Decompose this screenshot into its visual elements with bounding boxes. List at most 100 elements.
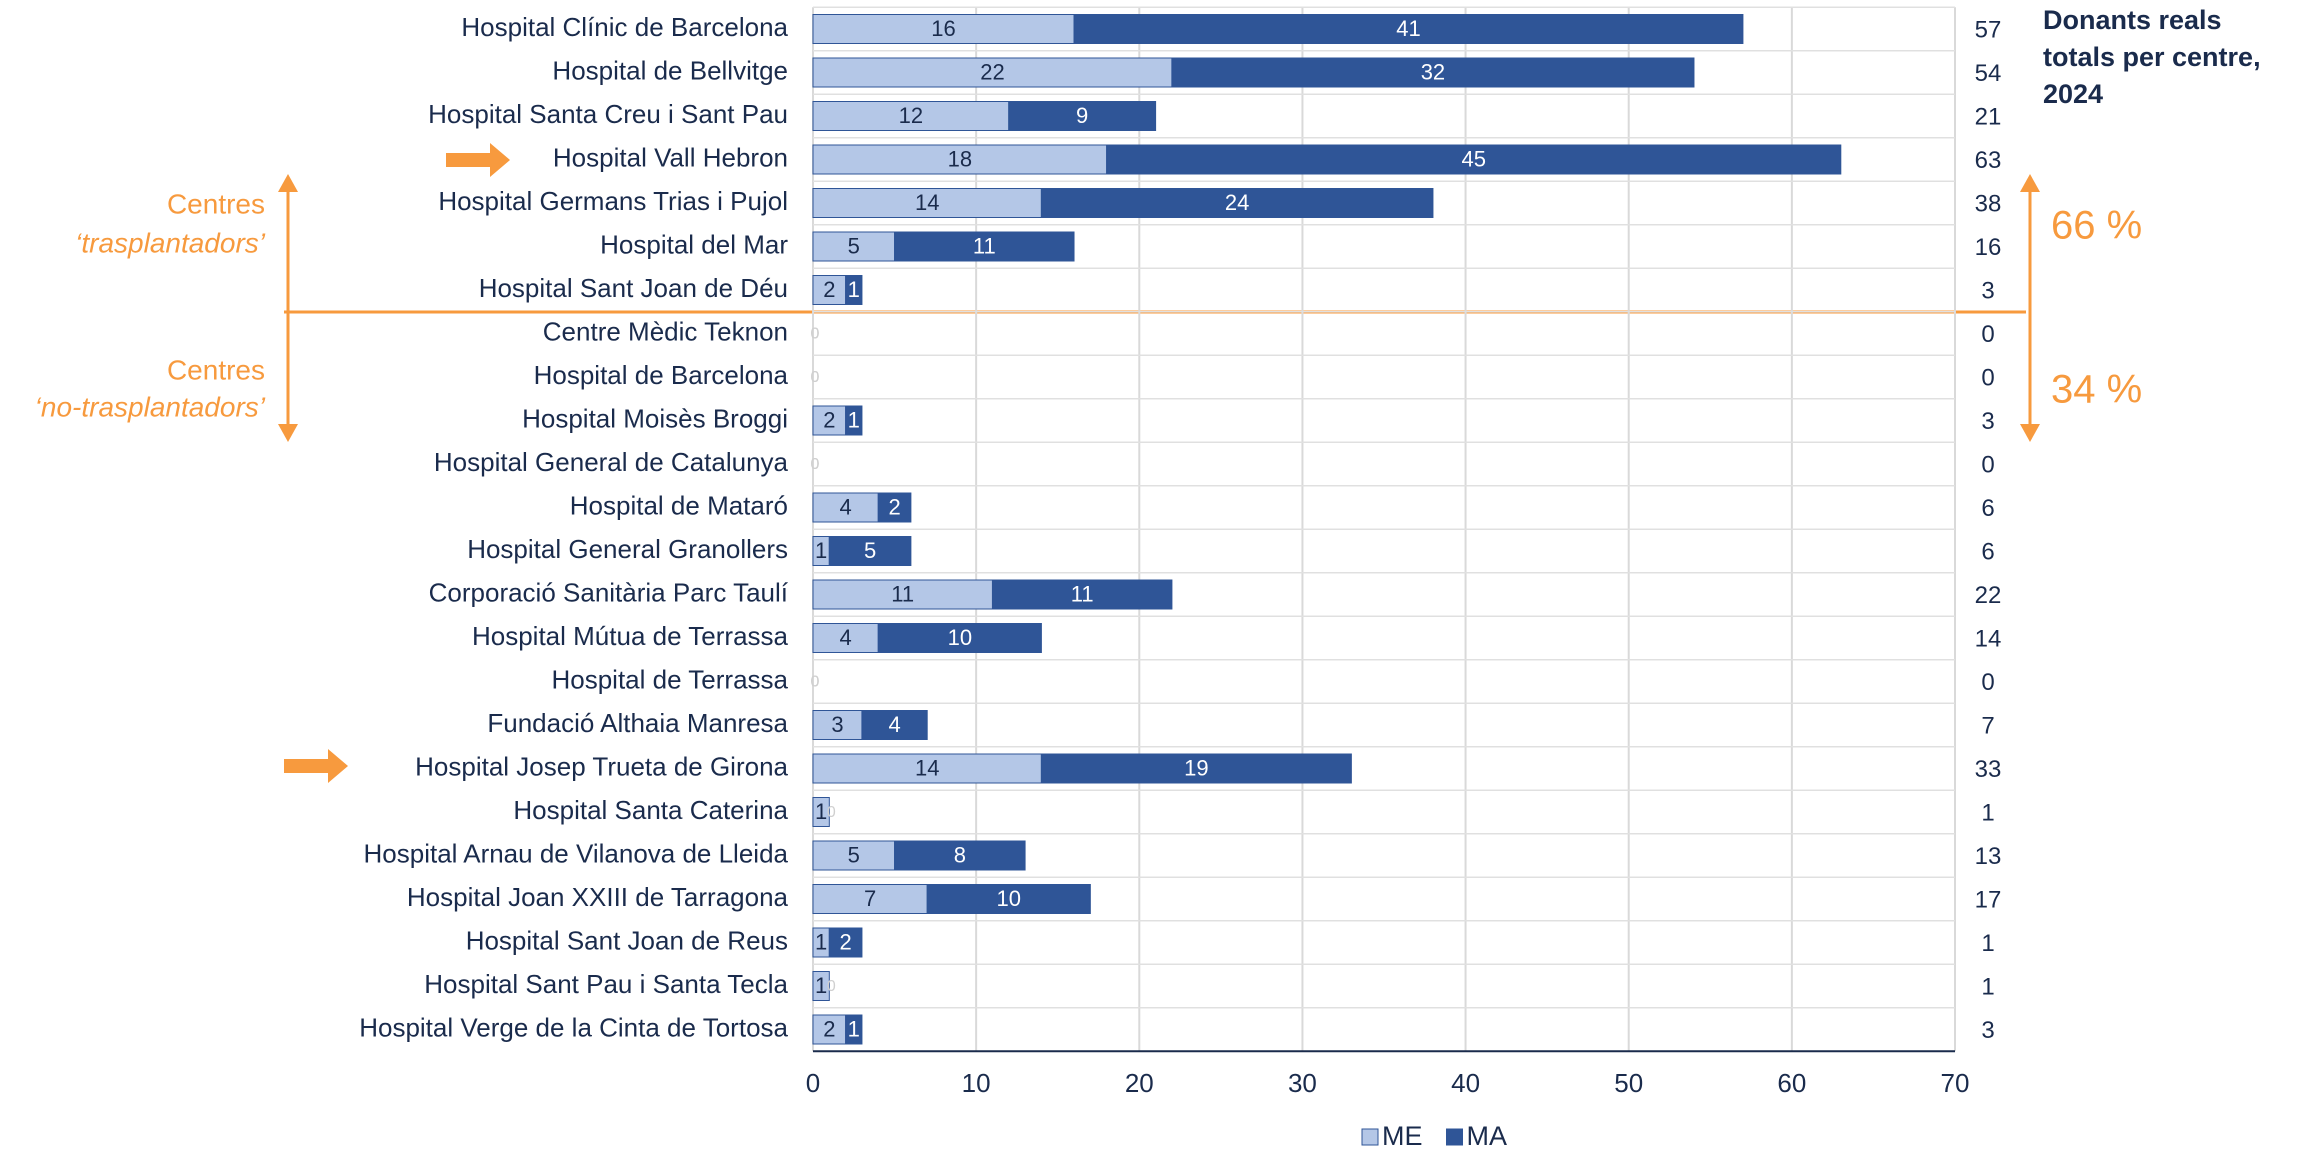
- total-label: 22: [1975, 582, 2002, 609]
- y-tick-label: Hospital Mútua de Terrassa: [472, 621, 789, 651]
- bar-segment: [1008, 101, 1157, 131]
- y-tick-label: Hospital Verge de la Cinta de Tortosa: [359, 1012, 788, 1042]
- bar-segment: [828, 927, 863, 958]
- data-label: 0: [811, 326, 820, 343]
- group-label: Centres: [167, 188, 265, 219]
- data-label: 14: [915, 190, 939, 215]
- total-label: 54: [1975, 60, 2002, 87]
- data-label: 1: [815, 799, 827, 824]
- bar-segment: [812, 492, 879, 523]
- bar-segment: [812, 231, 896, 262]
- data-label: 2: [823, 407, 835, 432]
- data-label: 5: [848, 233, 860, 258]
- bar-segment: [991, 579, 1173, 610]
- bar-segment: [812, 579, 993, 610]
- legend-swatch: [1361, 1128, 1379, 1146]
- totals-title: Donants reals: [2043, 5, 2222, 35]
- x-tick-label: 40: [1451, 1068, 1480, 1098]
- bar-segment: [1040, 753, 1352, 784]
- bar-segment: [812, 797, 830, 827]
- totals-title: 2024: [2043, 79, 2103, 109]
- bar-segment: [812, 884, 928, 914]
- data-label: 41: [1396, 16, 1420, 41]
- total-label: 3: [1981, 277, 1994, 304]
- y-tick-label: Hospital Vall Hebron: [553, 142, 788, 172]
- bar-segment: [812, 405, 847, 436]
- x-tick-label: 60: [1777, 1068, 1806, 1098]
- data-label: 3: [831, 712, 843, 737]
- group-label: Centres: [167, 354, 265, 385]
- bar-segment: [1106, 144, 1842, 175]
- group-label: ‘trasplantadors’: [75, 227, 266, 258]
- data-label: 4: [888, 712, 900, 737]
- data-label: 0: [811, 326, 820, 343]
- data-label: 0: [811, 674, 820, 691]
- bar-segment: [828, 536, 912, 566]
- legend-label: MA: [1467, 1121, 1508, 1151]
- data-label: 5: [848, 842, 860, 867]
- y-tick-label: Hospital del Mar: [600, 229, 788, 259]
- data-label: 12: [899, 103, 923, 128]
- data-label: 24: [1225, 190, 1249, 215]
- data-label: 1: [815, 929, 827, 954]
- bar-segment: [877, 623, 1042, 653]
- data-label: 2: [823, 277, 835, 302]
- data-label: 2: [823, 1016, 835, 1041]
- legend-label: ME: [1382, 1121, 1423, 1151]
- data-label: 0: [811, 369, 820, 386]
- y-tick-label: Hospital Moisès Broggi: [522, 403, 788, 433]
- bar-segment: [845, 1014, 863, 1045]
- bar-segment: [1171, 57, 1695, 88]
- data-label: 0: [811, 456, 820, 473]
- data-label: 11: [891, 581, 914, 606]
- total-label: 21: [1975, 103, 2002, 130]
- data-label: 32: [1421, 59, 1445, 84]
- y-tick-label: Centre Mèdic Teknon: [543, 316, 788, 346]
- total-label: 13: [1975, 843, 2002, 870]
- bar-segment: [812, 188, 1042, 218]
- bar-segment: [861, 710, 928, 740]
- bar-segment: [894, 840, 1026, 871]
- bar-segment: [845, 405, 863, 436]
- data-label: 0: [827, 978, 836, 995]
- data-label: 1: [848, 1016, 860, 1041]
- bar-segment: [1040, 188, 1434, 218]
- total-label: 1: [1981, 930, 1994, 957]
- legend-swatch: [1446, 1128, 1463, 1146]
- data-label: 1: [848, 407, 860, 432]
- total-label: 6: [1981, 495, 1994, 522]
- data-label: 19: [1184, 755, 1208, 780]
- y-tick-label: Hospital Sant Joan de Déu: [479, 273, 788, 303]
- y-tick-label: Hospital General de Catalunya: [434, 447, 789, 477]
- group-label: ‘no-trasplantadors’: [35, 391, 266, 422]
- y-tick-label: Hospital Sant Joan de Reus: [466, 925, 788, 955]
- total-label: 16: [1975, 234, 2002, 261]
- bar-segment: [812, 57, 1173, 88]
- total-label: 0: [1981, 321, 1994, 348]
- data-label: 2: [840, 929, 852, 954]
- x-tick-label: 30: [1288, 1068, 1317, 1098]
- total-label: 0: [1981, 669, 1994, 696]
- total-label: 1: [1981, 973, 1994, 1000]
- total-label: 7: [1981, 712, 1994, 739]
- y-tick-label: Hospital de Barcelona: [534, 360, 789, 390]
- data-label: 0: [811, 674, 820, 691]
- y-tick-label: Hospital de Mataró: [570, 490, 788, 520]
- data-label: 10: [948, 625, 972, 650]
- bar-segment: [812, 101, 1010, 131]
- total-label: 0: [1981, 451, 1994, 478]
- data-label: 16: [931, 16, 955, 41]
- totals-title: totals per centre,: [2043, 42, 2261, 72]
- x-tick-label: 70: [1941, 1068, 1970, 1098]
- total-label: 38: [1975, 190, 2002, 217]
- bar-segment: [894, 231, 1075, 262]
- bar-segment: [926, 884, 1091, 914]
- y-tick-label: Hospital Josep Trueta de Girona: [415, 751, 788, 781]
- total-label: 14: [1975, 625, 2002, 652]
- data-label: 9: [1076, 103, 1088, 128]
- data-label: 22: [980, 59, 1004, 84]
- total-label: 33: [1975, 756, 2002, 783]
- y-tick-label: Hospital Santa Caterina: [513, 795, 788, 825]
- data-label: 0: [827, 804, 836, 821]
